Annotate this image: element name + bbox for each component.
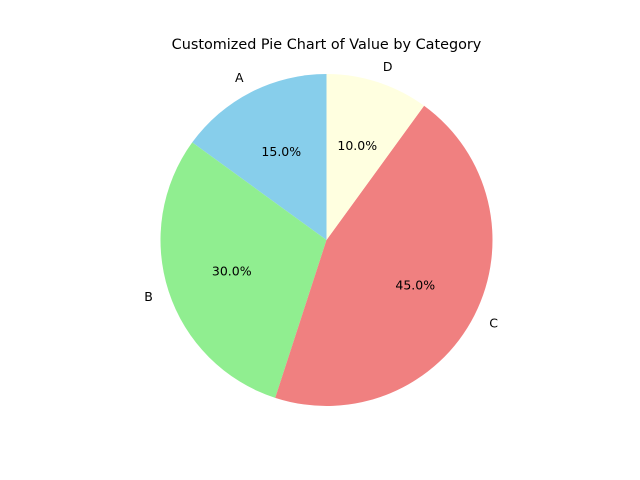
- percent-label-a: 15.0%: [261, 144, 301, 159]
- category-label-d: D: [383, 59, 393, 74]
- percent-label-b: 30.0%: [212, 263, 252, 278]
- category-label-b: B: [144, 289, 153, 304]
- pie-labels: A 15.0% B 30.0% C 45.0% D 10.0%: [144, 59, 498, 331]
- pie-slice-c: [275, 105, 493, 406]
- pie-slice-d: [326, 74, 425, 240]
- chart-title: Customized Pie Chart of Value by Categor…: [172, 37, 482, 53]
- pie-slice-b: [160, 142, 327, 398]
- category-label-a: A: [235, 70, 244, 85]
- pie-slices: [160, 74, 493, 406]
- percent-label-c: 45.0%: [395, 278, 435, 293]
- pie-slice-a: [192, 74, 327, 240]
- percent-label-d: 10.0%: [337, 138, 377, 153]
- category-label-c: C: [489, 315, 498, 330]
